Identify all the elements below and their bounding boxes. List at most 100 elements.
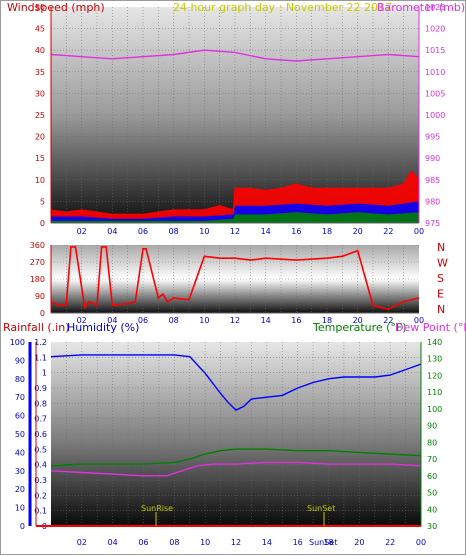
wind-tick-label: 15 <box>35 154 45 163</box>
x-tick-label: 16 <box>291 316 301 325</box>
x-tick-label: 18 <box>322 316 332 325</box>
baro-tick-label: 975 <box>425 219 440 228</box>
direction-tick-label: 90 <box>35 292 45 301</box>
rain-tick-label: 0.6 <box>34 430 47 439</box>
rain-tick-label: 1 <box>42 369 47 378</box>
x-tick-label: 02 <box>77 227 87 236</box>
baro-tick-label: 1025 <box>425 3 445 12</box>
x-tick-label: 20 <box>353 227 363 236</box>
temperature-tick-label: 50 <box>427 489 437 498</box>
direction-tick-label: 360 <box>30 241 45 250</box>
wind-tick-label: 40 <box>35 46 45 55</box>
x-tick-label: 06 <box>138 227 148 236</box>
compass-label: W <box>437 257 448 270</box>
humidity-line <box>50 354 422 411</box>
minimum-wind-area <box>51 212 419 223</box>
humidity-tick-label: 50 <box>15 430 25 439</box>
x-tick-label: 12 <box>230 227 240 236</box>
grid-lines <box>51 7 421 526</box>
windspeed-line <box>50 170 420 215</box>
rain-tick-label: 0.3 <box>34 476 47 485</box>
dewpoint-line <box>50 461 422 477</box>
x-tick-label: 12 <box>230 316 240 325</box>
x-tick-label: 06 <box>138 316 148 325</box>
x-tick-label: 08 <box>169 316 179 325</box>
x-tick-label: 04 <box>108 538 118 547</box>
humidity-tick-label: 40 <box>15 448 25 457</box>
baro-tick-label: 1020 <box>425 25 445 34</box>
humidity-tick-label: 90 <box>15 356 25 365</box>
humidity-tick-label: 60 <box>15 412 25 421</box>
wind-tick-label: 10 <box>35 176 45 185</box>
temperature-tick-label: 100 <box>427 405 442 414</box>
x-tick-label: 14 <box>261 227 271 236</box>
wind-tick-label: 45 <box>35 25 45 34</box>
baro-tick-label: 985 <box>425 176 440 185</box>
rain-tick-label: 0.9 <box>34 384 47 393</box>
compass-label: N <box>437 303 445 316</box>
baro-tick-label: 995 <box>425 133 440 142</box>
sunset-axis-label: SunSet <box>309 538 337 547</box>
baro-tick-label: 1005 <box>425 89 445 98</box>
x-tick-label: 00 <box>414 227 424 236</box>
wind-tick-label: 50 <box>35 3 45 12</box>
wind-tick-label: 5 <box>40 197 45 206</box>
rain-tick-label: 0.2 <box>34 491 47 500</box>
baro-tick-label: 1000 <box>425 111 445 120</box>
windspeed-axis-title: Windspeed (mph) <box>7 1 105 14</box>
rain-tick-label: 0.5 <box>34 445 47 454</box>
baro-tick-label: 990 <box>425 154 440 163</box>
temperature-tick-label: 80 <box>427 438 437 447</box>
temperature-axis-title: Temperature (°F) <box>312 321 407 334</box>
x-tick-label: 08 <box>169 538 179 547</box>
temperature-tick-label: 110 <box>427 388 442 397</box>
wind-direction-line <box>50 246 420 311</box>
compass-label: S <box>437 272 444 285</box>
humidity-tick-label: 70 <box>15 393 25 402</box>
x-tick-label: 10 <box>199 316 209 325</box>
wind-tick-label: 25 <box>35 111 45 120</box>
temperature-line <box>50 448 422 467</box>
direction-tick-label: 0 <box>40 309 45 318</box>
x-tick-label: 18 <box>322 227 332 236</box>
x-tick-label: 08 <box>169 227 179 236</box>
x-tick-label: 12 <box>231 538 241 547</box>
compass-label: N <box>437 241 445 254</box>
direction-tick-label: 180 <box>30 275 45 284</box>
barometer-axis-title: Barometer (mb) <box>377 1 465 14</box>
compass-label: E <box>437 288 444 301</box>
humidity-tick-label: 100 <box>10 338 25 347</box>
temperature-tick-label: 90 <box>427 422 437 431</box>
wind-tick-label: 35 <box>35 68 45 77</box>
rain-tick-label: 0.1 <box>34 507 47 516</box>
x-tick-label: 00 <box>414 316 424 325</box>
temperature-tick-label: 120 <box>427 371 442 380</box>
rain-tick-label: 0.8 <box>34 399 47 408</box>
baro-tick-label: 1010 <box>425 68 445 77</box>
x-tick-label: 04 <box>107 316 117 325</box>
wind-tick-label: 30 <box>35 89 45 98</box>
rain-tick-label: 1.1 <box>34 353 47 362</box>
x-tick-label: 22 <box>383 227 393 236</box>
x-tick-label: 18 <box>323 538 333 547</box>
wind-tick-label: 0 <box>40 219 45 228</box>
dewpoint-axis-title: Dew Point (°F) <box>395 321 466 334</box>
humidity-tick-label: 10 <box>15 504 25 513</box>
humidity-tick-label: 20 <box>15 485 25 494</box>
wind-tick-label: 20 <box>35 133 45 142</box>
x-tick-label: 14 <box>262 538 272 547</box>
sunrise-label: SunRise <box>141 504 173 513</box>
x-tick-label: 04 <box>107 227 117 236</box>
x-tick-label: 14 <box>261 316 271 325</box>
x-tick-label: 06 <box>138 538 148 547</box>
humidity-tick-label: 30 <box>15 467 25 476</box>
barometer-line <box>50 49 420 62</box>
baro-tick-label: 1015 <box>425 46 445 55</box>
humidity-tick-label: 80 <box>15 375 25 384</box>
graph-title: 24 hour graph day : November 22 2017 <box>173 1 392 14</box>
sunset-label: SunSet <box>307 504 335 513</box>
x-tick-label: 16 <box>291 227 301 236</box>
